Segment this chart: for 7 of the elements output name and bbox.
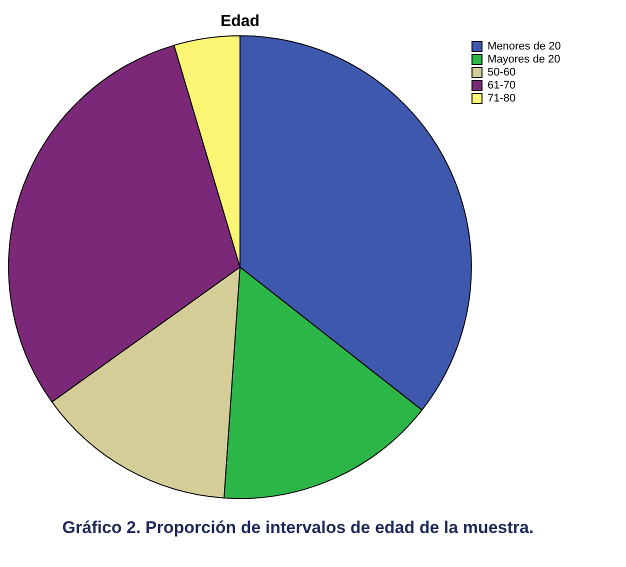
chart-title: Edad bbox=[220, 13, 260, 30]
legend-label: 61-70 bbox=[488, 80, 516, 92]
legend-label: Menores de 20 bbox=[488, 40, 561, 53]
legend-label: 50-60 bbox=[488, 66, 516, 79]
text: Gráfico 2. Proporción de intervalos de edad de la muestra. bbox=[61, 518, 535, 538]
legend-label: Mayores de 20 bbox=[488, 54, 560, 66]
legend-label: 71-80 bbox=[488, 92, 516, 105]
